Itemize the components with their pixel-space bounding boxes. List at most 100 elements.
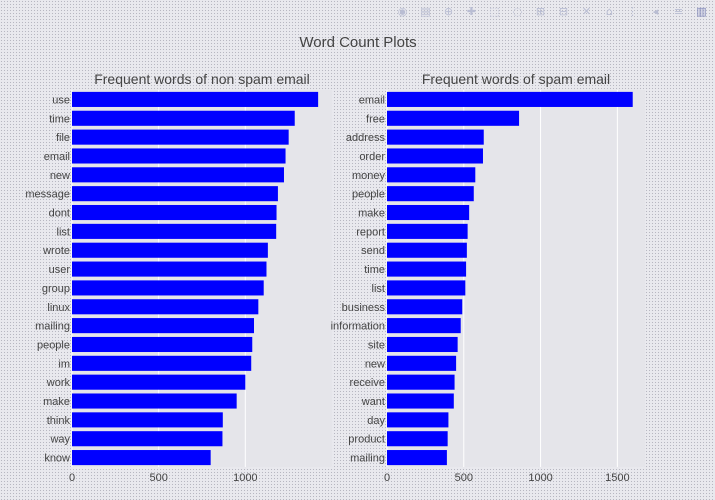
x-tick-label: 1500 (605, 472, 629, 484)
x-tick-label: 1000 (233, 472, 257, 484)
bar-list[interactable] (72, 223, 277, 239)
y-tick-label: make (43, 396, 70, 408)
zoom-out-icon[interactable]: ⊟ (558, 4, 569, 18)
hover-compare-icon[interactable]: ≡ (673, 4, 684, 18)
bar-site[interactable] (387, 336, 458, 353)
y-tick-label: user (49, 264, 71, 276)
x-tick-label: 500 (455, 472, 473, 484)
bar-product[interactable] (387, 431, 448, 447)
y-tick-label: email (359, 94, 385, 106)
y-tick-label: address (346, 132, 386, 144)
y-tick-label: order (359, 151, 385, 163)
hover-closest-icon[interactable]: ◂ (652, 4, 659, 18)
x-tick-label: 500 (149, 472, 167, 484)
y-tick-label: site (368, 339, 385, 351)
bar-wrote[interactable] (72, 242, 268, 258)
modebar: ◉ ▤ ⊕ ✚ ⬚ ◌ ⊞ ⊟ ✕ ⌂ ⋮ ◂ ≡ ▥ (393, 4, 711, 18)
left-subplot[interactable]: Frequent words of non spam email 0 500 1000… (25, 71, 332, 484)
bar-order[interactable] (387, 148, 483, 164)
bar-im[interactable] (72, 355, 252, 371)
bar-time[interactable] (72, 110, 295, 126)
y-tick-label: report (356, 226, 385, 238)
bar-want[interactable] (387, 393, 454, 409)
y-tick-label: people (352, 189, 385, 201)
y-tick-label: want (361, 396, 385, 408)
y-tick-label: free (366, 113, 385, 125)
y-tick-label: time (49, 113, 70, 125)
bar-business[interactable] (387, 299, 463, 315)
plot-area[interactable] (387, 90, 645, 467)
spike-lines-icon[interactable]: ⋮ (627, 4, 638, 18)
y-tick-label: list (57, 226, 70, 238)
y-tick-label: send (361, 245, 385, 257)
bar-free[interactable] (387, 110, 520, 126)
bar-email[interactable] (387, 91, 633, 107)
bar-receive[interactable] (387, 374, 455, 390)
bar-make[interactable] (72, 393, 237, 409)
y-tick-label: use (52, 94, 70, 106)
bar-new[interactable] (72, 167, 284, 183)
subplot-title: Frequent words of non spam email (94, 71, 310, 87)
x-tick-label: 0 (384, 472, 390, 484)
bar-user[interactable] (72, 261, 267, 277)
y-tick-label: know (44, 453, 70, 465)
bar-work[interactable] (72, 374, 246, 390)
bar-mailing[interactable] (72, 318, 254, 334)
bar-day[interactable] (387, 412, 449, 428)
bar-email[interactable] (72, 148, 286, 164)
y-tick-label: product (348, 434, 385, 446)
bar-group[interactable] (72, 280, 264, 296)
bar-linux[interactable] (72, 299, 259, 315)
bar-address[interactable] (387, 129, 484, 145)
y-tick-label: information (331, 321, 385, 333)
bar-send[interactable] (387, 242, 467, 258)
bar-make[interactable] (387, 204, 470, 221)
y-tick-label: linux (47, 302, 70, 314)
y-tick-label: time (364, 264, 385, 276)
lasso-icon[interactable]: ◌ (512, 4, 523, 18)
bar-money[interactable] (387, 167, 476, 183)
y-tick-label: day (367, 415, 385, 427)
y-tick-label: new (365, 358, 385, 370)
bar-use[interactable] (72, 91, 319, 107)
y-tick-label: mailing (35, 321, 70, 333)
bar-people[interactable] (72, 336, 253, 353)
subplot-title: Frequent words of spam email (422, 71, 610, 87)
bar-people[interactable] (387, 186, 474, 202)
plotly-logo-icon[interactable]: ▥ (696, 4, 707, 18)
save-icon[interactable]: ▤ (420, 4, 431, 18)
bar-way[interactable] (72, 431, 223, 447)
zoom-icon[interactable]: ⊕ (443, 4, 454, 18)
bar-think[interactable] (72, 412, 223, 428)
bar-file[interactable] (72, 129, 289, 145)
y-tick-label: make (358, 208, 385, 220)
y-tick-label: email (44, 151, 70, 163)
y-tick-label: file (56, 132, 70, 144)
bar-information[interactable] (387, 318, 461, 334)
bar-know[interactable] (72, 450, 211, 466)
zoom-in-icon[interactable]: ⊞ (535, 4, 546, 18)
camera-icon[interactable]: ◉ (397, 4, 408, 18)
y-tick-label: list (372, 283, 385, 295)
bar-dont[interactable] (72, 204, 277, 221)
bar-message[interactable] (72, 186, 278, 202)
y-tick-label: dont (49, 208, 70, 220)
plot-area[interactable] (72, 90, 332, 467)
x-tick-label: 1000 (528, 472, 552, 484)
reset-axes-icon[interactable]: ⌂ (606, 4, 613, 18)
right-subplot[interactable]: Frequent words of spam email 0 500 1000 1500… (331, 71, 645, 484)
y-tick-label: message (25, 189, 70, 201)
autoscale-icon[interactable]: ✕ (581, 4, 592, 18)
bar-list[interactable] (387, 280, 466, 296)
pan-icon[interactable]: ✚ (466, 4, 477, 18)
bar-mailing[interactable] (387, 450, 447, 466)
figure-title: Word Count Plots (299, 34, 416, 51)
y-tick-label: people (37, 339, 70, 351)
y-tick-label: mailing (350, 453, 385, 465)
bar-new[interactable] (387, 355, 457, 371)
y-tick-label: money (352, 170, 386, 182)
bar-time[interactable] (387, 261, 467, 277)
bar-report[interactable] (387, 223, 468, 239)
box-select-icon[interactable]: ⬚ (489, 4, 500, 18)
